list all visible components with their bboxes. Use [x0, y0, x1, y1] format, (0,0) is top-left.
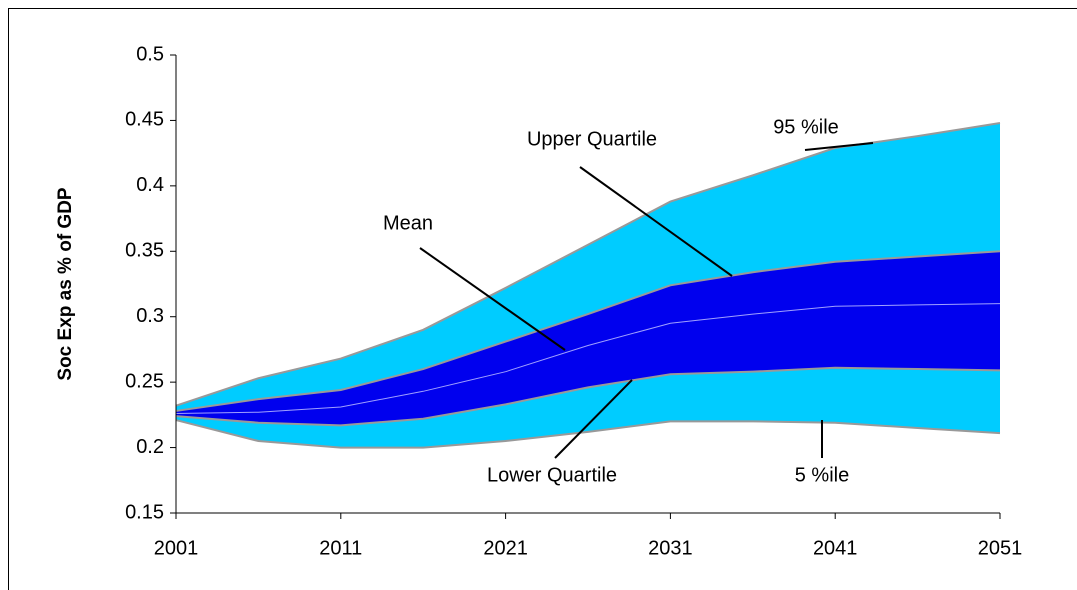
annotation-line [554, 379, 633, 459]
x-tick-label: 2041 [813, 537, 858, 559]
annotation: 95 %ile [773, 116, 839, 138]
band [176, 251, 1000, 426]
series-line [175, 419, 1001, 449]
series-line [175, 250, 1001, 412]
x-tick-label: 2031 [648, 537, 693, 559]
y-tick-label: 0.45 [125, 109, 164, 131]
annotation: 5 %ile [795, 464, 849, 486]
annotation: Mean [383, 212, 433, 234]
series-line [175, 303, 1001, 415]
annotation-line [579, 166, 733, 277]
y-tick-label: 0.5 [136, 43, 164, 65]
annotation: Upper Quartile [527, 128, 657, 150]
annotation: Lower Quartile [487, 464, 617, 486]
y-tick-label: 0.2 [136, 436, 164, 458]
y-tick-label: 0.25 [125, 370, 164, 392]
x-tick-label: 2051 [978, 537, 1023, 559]
y-tick-label: 0.3 [136, 305, 164, 327]
y-axis-title: Soc Exp as % of GDP [55, 187, 76, 381]
y-tick-label: 0.15 [125, 501, 164, 523]
annotation-line [804, 142, 874, 151]
x-tick-label: 2021 [483, 537, 528, 559]
annotation-line [419, 247, 566, 351]
x-tick-label: 2011 [319, 537, 362, 559]
y-tick-label: 0.4 [136, 174, 164, 196]
y-tick-label: 0.35 [125, 240, 164, 262]
series-line [175, 366, 1001, 427]
x-tick-label: 2001 [154, 537, 199, 559]
